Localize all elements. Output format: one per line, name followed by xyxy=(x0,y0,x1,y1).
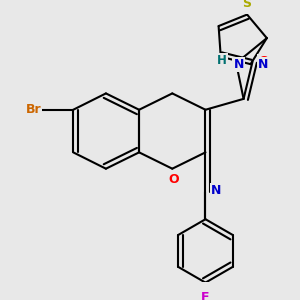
Text: O: O xyxy=(168,173,178,186)
Text: F: F xyxy=(201,291,210,300)
Text: S: S xyxy=(243,0,252,10)
Text: N: N xyxy=(211,184,222,197)
Text: Br: Br xyxy=(26,103,41,116)
Text: N: N xyxy=(258,58,268,70)
Text: O: O xyxy=(258,55,269,68)
Text: H: H xyxy=(217,54,227,67)
Text: N: N xyxy=(233,58,244,71)
